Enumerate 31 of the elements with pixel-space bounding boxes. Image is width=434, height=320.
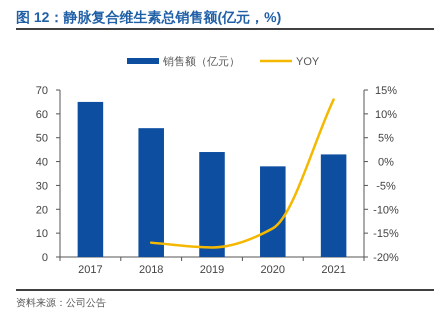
line-series <box>150 98 335 249</box>
y-tick-label: 60 <box>36 108 48 121</box>
y-tick-label: 70 <box>36 85 48 97</box>
bar <box>199 152 225 257</box>
y2-tick-label: -5% <box>376 180 396 192</box>
bar <box>260 166 286 257</box>
legend-label: YOY <box>296 56 320 68</box>
x-tick-label: 2017 <box>78 264 103 276</box>
legend-label: 销售额（亿元） <box>162 55 240 68</box>
bar <box>78 102 104 257</box>
y2-tick-label: 0% <box>378 156 394 169</box>
x-tick-label: 2020 <box>260 264 286 276</box>
x-tick-label: 2018 <box>138 264 164 276</box>
y2-tick-label: -10% <box>373 204 400 216</box>
bar <box>138 128 164 257</box>
chart-title: 图 12：静脉复合维生素总销售额(亿元，%) <box>16 9 282 25</box>
x-tick-label: 2019 <box>200 264 224 276</box>
y-tick-label: 0 <box>42 252 48 264</box>
y2-tick-label: 5% <box>378 132 394 145</box>
bar <box>320 154 346 257</box>
y2-tick-label: 10% <box>374 108 398 121</box>
y-tick-label: 10 <box>36 228 48 240</box>
x-tick-label: 2021 <box>321 264 346 276</box>
y-tick-label: 50 <box>36 132 48 145</box>
y2-tick-label: 15% <box>374 85 398 97</box>
y2-tick-label: -20% <box>373 252 400 264</box>
text: 资料来源：公司公告 <box>16 297 106 309</box>
y2-tick-label: -15% <box>373 228 400 240</box>
y-tick-label: 20 <box>36 204 48 216</box>
y-tick-label: 40 <box>36 156 48 169</box>
y-tick-label: 30 <box>36 180 48 192</box>
